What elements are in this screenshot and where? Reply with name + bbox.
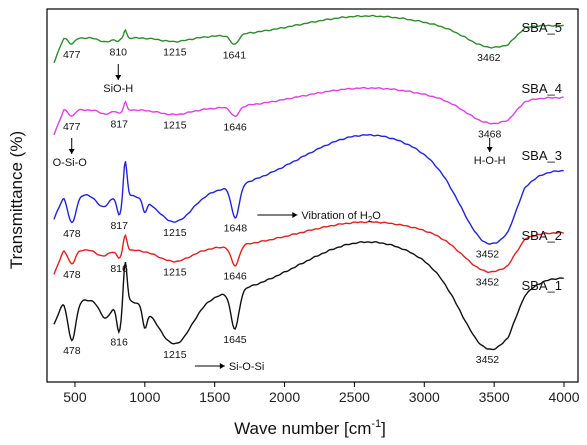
x-tick-label: 1500: [199, 389, 230, 405]
x-axis-title-main: Wave number [cm: [234, 419, 371, 438]
arrow-head: [219, 363, 225, 369]
peak-label: 1648: [224, 223, 248, 235]
x-tick-label: 4000: [548, 389, 579, 405]
series-label: SBA_5: [522, 20, 562, 35]
series-label: SBA_2: [522, 228, 562, 243]
peak-label: 1215: [163, 120, 187, 132]
series-line-SBA_2: [53, 220, 564, 275]
peak-label: 3452: [476, 248, 500, 260]
series-label: SBA_4: [522, 81, 562, 96]
annotation-label-sub: 2: [368, 215, 373, 224]
x-axis-title-end: ]: [381, 419, 386, 438]
annotation-label: O-Si-O: [53, 157, 88, 169]
x-tick-label: 2500: [339, 389, 370, 405]
series-layer: [53, 14, 564, 351]
peak-label: 477: [63, 49, 81, 61]
arrow-head: [68, 149, 75, 154]
peak-label: 1646: [223, 122, 247, 134]
peak-label: 810: [110, 46, 128, 58]
peak-label: 3462: [477, 52, 501, 64]
series-line-SBA_5: [53, 14, 564, 64]
peak-label: 3452: [476, 277, 500, 289]
peak-label: 1645: [223, 334, 247, 346]
series-line-SBA_4: [53, 86, 564, 136]
label-layer: SBA_5 477 810 1215 1641 3462 SBA_4 477 817 1215 16…: [53, 20, 562, 373]
annotation-label: H-O-H: [474, 155, 506, 167]
peak-label: 478: [63, 269, 81, 281]
peak-label: 478: [63, 345, 81, 357]
peak-label: 816: [110, 263, 128, 275]
peak-label: 817: [110, 118, 128, 130]
series-line-SBA_3: [53, 134, 564, 245]
peak-label: 1646: [223, 271, 247, 283]
peak-label: 816: [110, 336, 128, 348]
x-tick-label: 2000: [269, 389, 300, 405]
x-axis-title-sup: -1: [371, 418, 381, 430]
plot-frame: [46, 8, 579, 383]
series-label: SBA_3: [522, 148, 562, 163]
peak-label: 1641: [223, 50, 247, 62]
arrow-head: [486, 147, 493, 152]
annotation-label: Si-O-Si: [229, 361, 264, 373]
annotation-label-tail: O: [372, 210, 381, 222]
arrow-head: [115, 75, 122, 80]
peak-label: 1215: [163, 47, 187, 59]
x-tick-label: 3500: [479, 389, 510, 405]
x-tick-label: 1000: [129, 389, 160, 405]
peak-label: 478: [63, 228, 81, 240]
x-ticks: 500 1000 1500 2000 2500 3000 3500 4000: [63, 382, 580, 405]
peak-label: 3468: [478, 128, 502, 140]
x-tick-label: 500: [63, 389, 87, 405]
annotation-label: SiO-H: [103, 83, 133, 95]
peak-label: 1215: [163, 266, 187, 278]
annotation-label: Vibration of H2O: [301, 210, 381, 224]
x-tick-label: 3000: [409, 389, 440, 405]
x-axis-title: Wave number [cm-1]: [234, 418, 386, 438]
arrow-head: [292, 212, 298, 218]
peak-label: 1215: [163, 227, 187, 239]
peak-label: 477: [63, 121, 81, 133]
peak-label: 1215: [163, 349, 187, 361]
series-label: SBA_1: [522, 278, 562, 293]
peak-label: 817: [110, 220, 128, 232]
peak-label: 3452: [476, 354, 500, 366]
series-line-SBA_1: [53, 241, 564, 351]
annotation-label-text: Vibration of H: [301, 210, 368, 222]
y-axis-title: Transmittance (%): [7, 131, 26, 269]
